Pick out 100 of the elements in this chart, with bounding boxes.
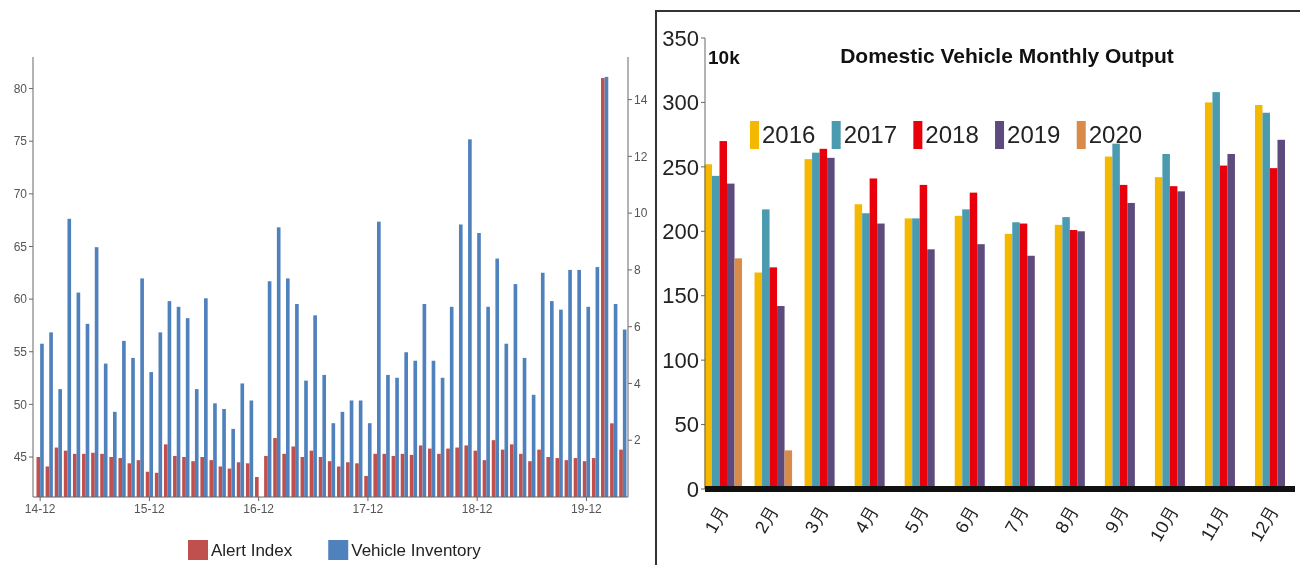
bar — [194, 389, 199, 497]
legend-label: 2019 — [1007, 121, 1061, 149]
bar — [1127, 202, 1135, 489]
bar — [204, 298, 208, 497]
y2-tick-label: 8 — [634, 263, 641, 278]
x-tick-label: 3月 — [800, 502, 833, 537]
y-tick-label: 45 — [13, 450, 28, 465]
bar — [477, 233, 481, 497]
legend-label: Alert Index — [211, 540, 293, 560]
bar — [1154, 177, 1163, 489]
bar — [1027, 255, 1035, 489]
bar — [827, 157, 835, 489]
bar — [495, 258, 500, 497]
bar — [1119, 184, 1128, 489]
legend-label: 2018 — [925, 121, 979, 149]
bar — [67, 218, 72, 497]
bar — [727, 183, 735, 489]
bar — [919, 184, 928, 489]
bar — [40, 343, 44, 497]
x-tick-label: 7月 — [1001, 502, 1033, 537]
x-tick-label: 8月 — [1051, 502, 1083, 537]
bar — [877, 223, 885, 489]
bar — [213, 403, 217, 497]
bar — [904, 218, 913, 489]
bar — [1177, 191, 1185, 489]
bar — [404, 352, 408, 497]
y-tick-label: 60 — [13, 292, 28, 307]
x-tick-label: 19-12 — [571, 502, 603, 516]
bar — [1112, 143, 1120, 489]
bar — [140, 278, 144, 497]
bar — [386, 374, 390, 497]
bar — [149, 372, 154, 497]
bar — [540, 272, 545, 497]
bar — [103, 363, 108, 497]
bar — [322, 374, 327, 497]
y-tick-label: 100 — [662, 347, 699, 373]
x-tick-label: 6月 — [951, 502, 983, 537]
x-tick-label: 1月 — [700, 502, 733, 537]
bar — [762, 209, 770, 489]
y-tick-label: 50 — [674, 412, 699, 438]
bar — [719, 141, 728, 489]
y-axis-title: 10k — [708, 47, 741, 68]
bar — [304, 380, 308, 497]
bar — [295, 303, 299, 497]
bar — [49, 332, 53, 497]
y-tick-label: 150 — [662, 283, 699, 309]
bar — [1004, 233, 1013, 489]
bar — [240, 383, 245, 497]
bar — [962, 209, 970, 489]
bar — [458, 224, 463, 497]
bar — [1054, 224, 1063, 489]
x-tick-label: 18-12 — [461, 502, 493, 516]
bar — [122, 340, 126, 497]
bar — [313, 315, 317, 497]
bar — [969, 192, 978, 489]
bar — [377, 221, 381, 497]
y-tick-label: 75 — [13, 134, 28, 149]
bar — [1062, 217, 1070, 489]
bar — [468, 139, 472, 497]
bar — [812, 152, 820, 489]
bar — [1227, 153, 1235, 489]
y-tick-label: 55 — [13, 344, 28, 359]
bar — [58, 389, 62, 497]
bar — [276, 227, 281, 497]
bar — [550, 301, 554, 497]
y2-tick-label: 12 — [634, 149, 648, 164]
bar — [1254, 105, 1263, 489]
bar — [769, 267, 778, 489]
y-tick-label: 50 — [13, 397, 28, 412]
y-tick-label: 250 — [662, 154, 699, 180]
legend-label: 2016 — [762, 121, 816, 149]
bar — [1162, 153, 1170, 489]
bar — [1277, 139, 1285, 489]
bar — [395, 377, 399, 497]
bar — [112, 411, 117, 497]
bar — [869, 178, 878, 489]
x-tick-label: 9月 — [1101, 502, 1133, 537]
y2-tick-label: 14 — [634, 92, 648, 107]
bar — [777, 306, 785, 489]
y2-tick-label: 2 — [634, 433, 641, 448]
bar — [1077, 231, 1085, 489]
bar — [754, 272, 763, 489]
bar — [1019, 223, 1028, 489]
y-tick-label: 70 — [13, 187, 28, 202]
bar — [1204, 102, 1213, 489]
legend-label: 2020 — [1088, 121, 1143, 149]
bar — [486, 306, 490, 497]
bar — [1219, 165, 1228, 489]
bar — [222, 409, 226, 497]
legend-label: 2017 — [843, 121, 898, 149]
bar — [285, 278, 290, 497]
y-tick-label: 0 — [686, 476, 699, 502]
bar — [912, 218, 920, 489]
bar — [1269, 168, 1278, 489]
bar — [559, 309, 563, 497]
x-tick-label: 10月 — [1146, 502, 1183, 546]
x-tick-label: 4月 — [850, 502, 883, 537]
bar — [413, 360, 418, 497]
bar — [712, 175, 720, 489]
bar — [1104, 156, 1113, 489]
